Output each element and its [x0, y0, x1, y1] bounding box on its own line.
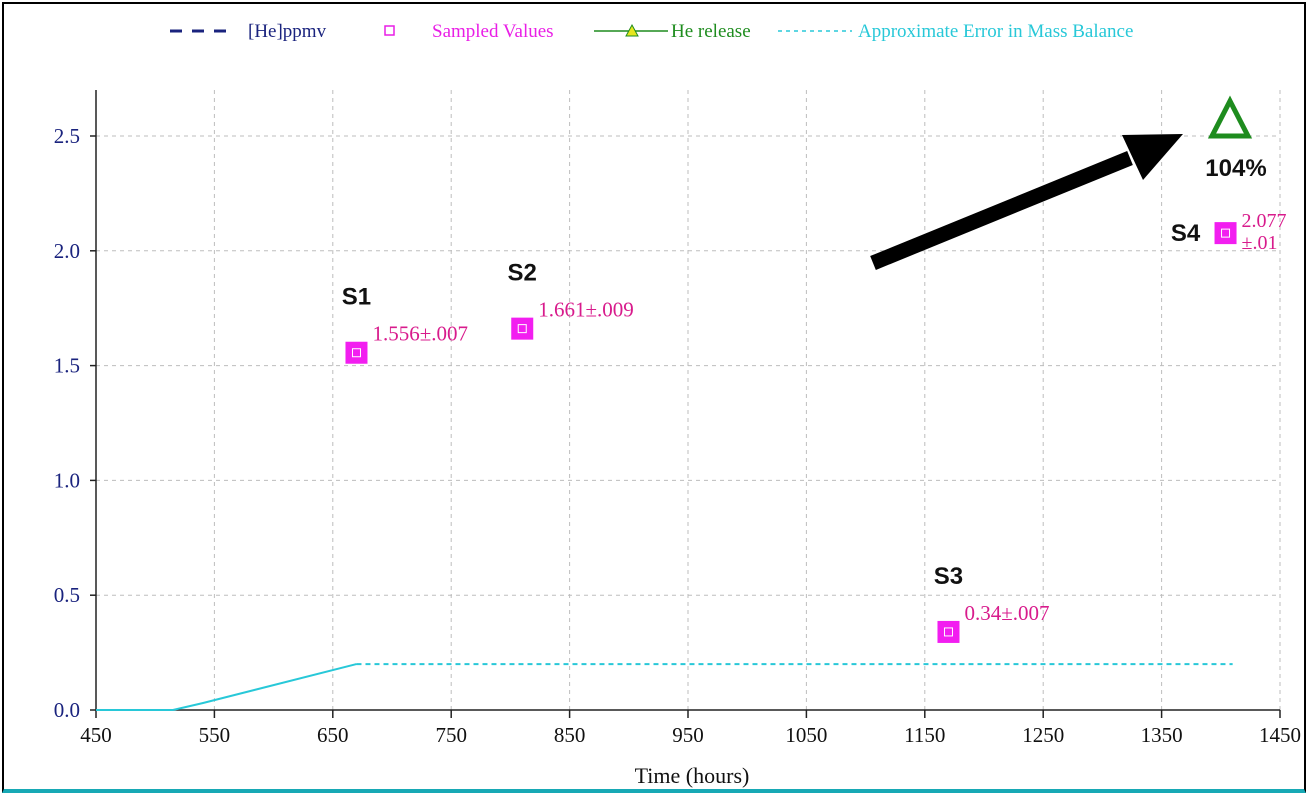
x-axis-title: Time (hours) [635, 763, 750, 788]
y-tick-label: 0.0 [54, 698, 80, 722]
legend-error-label: Approximate Error in Mass Balance [858, 21, 1133, 42]
sample-marker [1214, 222, 1237, 245]
series [96, 663, 1233, 711]
y-tick-label: 1.5 [54, 354, 80, 378]
legend: [He]ppmv Sampled Values He release Appro… [170, 21, 1133, 42]
y-tick-label: 2.5 [54, 124, 80, 148]
x-tick-label: 550 [199, 723, 231, 747]
sample-marker-inner [517, 324, 527, 334]
he-release-triangle-icon [1207, 95, 1253, 139]
y-tick-label: 0.5 [54, 583, 80, 607]
sample-id-label: S3 [934, 563, 963, 590]
x-tick-label: 1450 [1259, 723, 1301, 747]
sample-id-label: S4 [1171, 220, 1201, 247]
sample-marker [937, 620, 960, 643]
sample-value-label: 0.34±.007 [964, 601, 1049, 625]
error-mass-balance-line [96, 663, 357, 711]
sample-value-label: 2.077 [1242, 210, 1287, 232]
grid [96, 90, 1281, 710]
y-tick-label: 1.0 [54, 468, 80, 492]
sample-marker [345, 341, 368, 364]
legend-sampled-swatch [384, 25, 395, 36]
legend-sampled-label: Sampled Values [432, 21, 554, 42]
sample-marker [511, 317, 534, 340]
sample-id-label: S1 [342, 284, 371, 311]
legend-herelease-triangle-icon [625, 23, 639, 37]
x-tick-label: 850 [554, 723, 586, 747]
sample-error-label: ±.01 [1242, 232, 1278, 254]
x-tick-label: 1150 [904, 723, 945, 747]
axes [90, 90, 1281, 718]
sample-id-label: S2 [508, 260, 537, 287]
x-tick-label: 950 [672, 723, 704, 747]
trend-arrow-shaft [870, 151, 1133, 270]
legend-herelease-label: He release [671, 21, 751, 42]
samples: S11.556±.007 S21.661±.009 S30.34±.007 S4 2.0… [342, 210, 1287, 643]
x-tick-label: 1050 [785, 723, 827, 747]
trend-arrow-head [1122, 134, 1183, 180]
sample-value-label: 1.661±.009 [538, 298, 634, 322]
sample-marker-inner [1221, 228, 1231, 238]
x-tick-label: 450 [80, 723, 112, 747]
sample-marker-inner [943, 627, 953, 637]
x-tick-label: 1250 [1022, 723, 1064, 747]
tick-labels: 450 550 650 750 850 950 1050 1150 1250 1350 1450 0.… [54, 124, 1301, 747]
x-tick-label: 750 [435, 723, 467, 747]
trend-arrow [870, 134, 1183, 270]
x-tick-label: 650 [317, 723, 349, 747]
x-tick-label: 1350 [1141, 723, 1183, 747]
y-tick-label: 2.0 [54, 239, 80, 263]
sample-marker-inner [351, 348, 361, 358]
legend-heppmv-label: [He]ppmv [248, 21, 327, 42]
sample-value-label: 1.556±.007 [372, 322, 468, 346]
he-release-percent: 104% [1205, 155, 1266, 182]
